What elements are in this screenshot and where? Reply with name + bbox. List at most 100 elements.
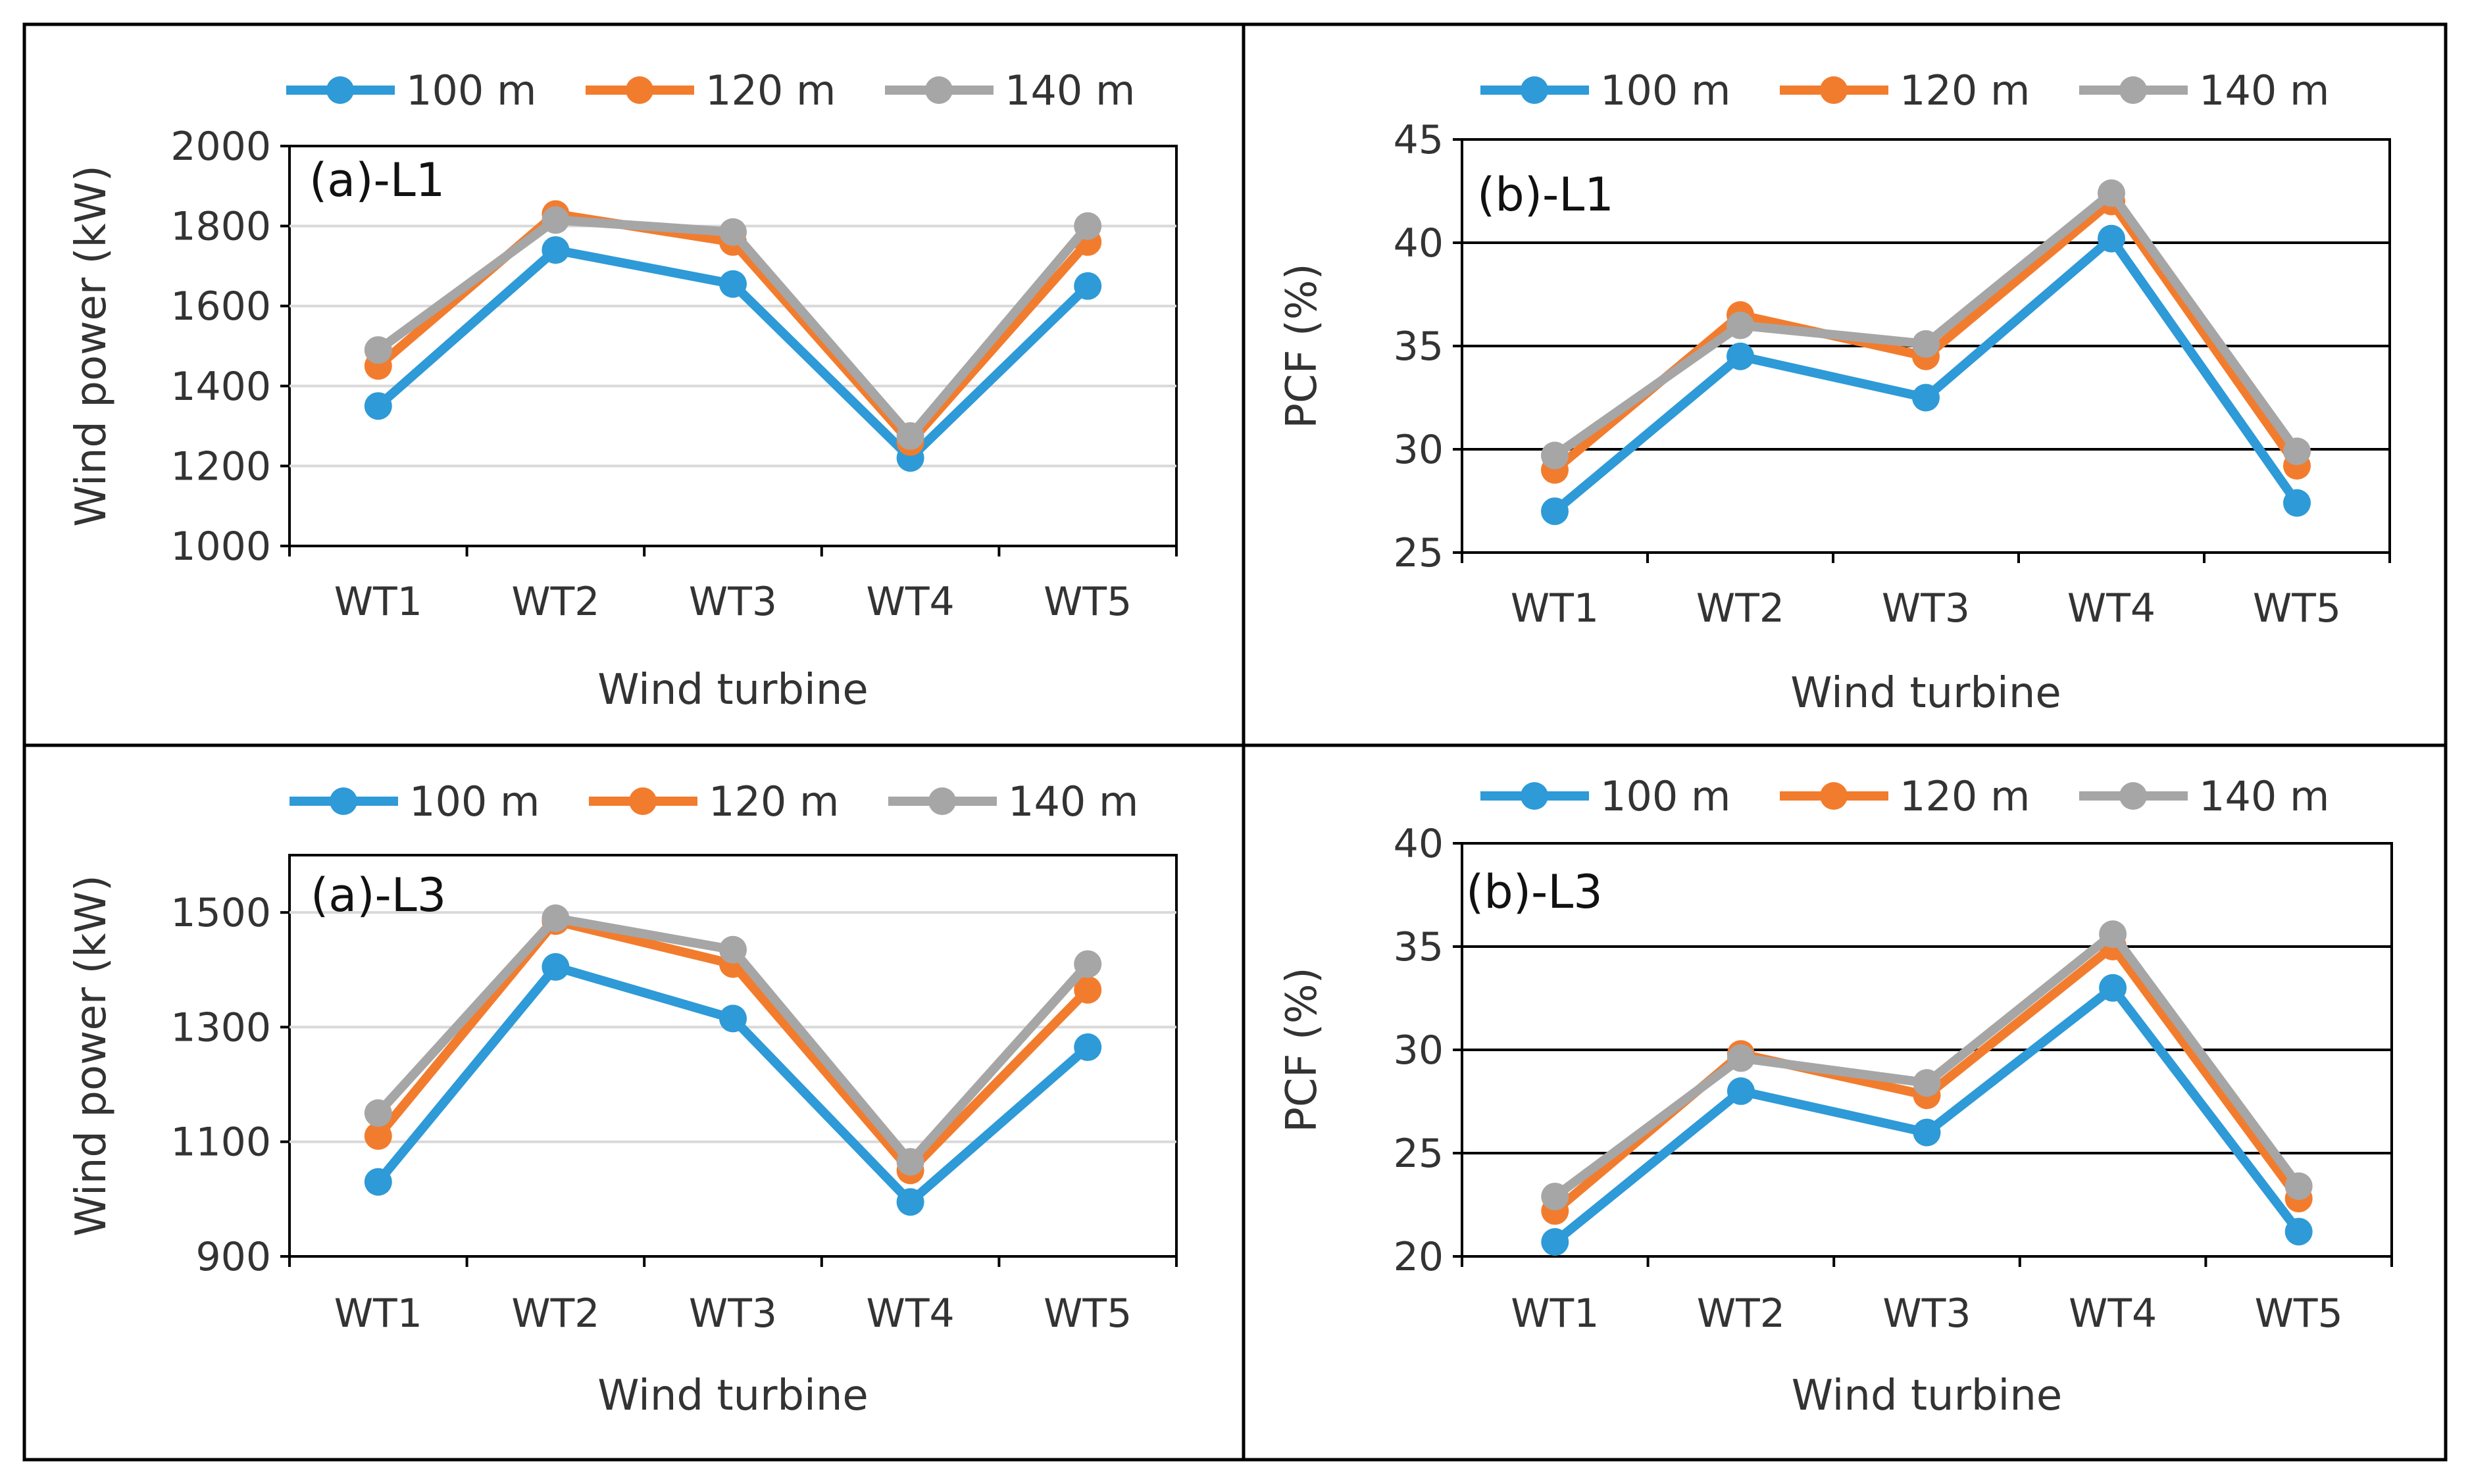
legend-label: 140 m [2199,772,2329,820]
tick-labels: 1000 1200 1400 1600 1800 2000 WT1 WT2 WT3 WT4 WT5 [170,124,1132,625]
data-point-140m-wt5 [1074,212,1102,240]
legend-marker [925,76,953,104]
y-tick-label: 1400 [170,364,271,410]
y-tick-label: 1200 [170,443,271,489]
x-tick-label: WT1 [1511,585,1599,631]
x-tick-label: WT4 [2069,1291,2157,1337]
x-tick-label: WT5 [2255,1291,2343,1337]
series-group [1541,179,2311,526]
data-point-100m-wt3 [1913,1118,1941,1147]
y-tick-label: 25 [1394,530,1444,576]
y-axis-title: Wind power (kW) [67,165,116,527]
data-point-140m-wt4 [896,1148,924,1176]
data-point-140m-wt1 [1541,441,1569,470]
data-point-100m-wt4 [896,1188,924,1216]
figure-border [22,22,2448,1462]
panel-label: (b)-L1 [1477,168,1614,222]
data-point-100m-wt3 [719,1004,747,1033]
legend-marker [330,787,357,815]
data-point-120m-wt1 [364,1122,392,1150]
x-tick-label: WT2 [1696,585,1784,631]
y-tick-label: 20 [1394,1234,1444,1280]
x-tick-label: WT5 [1044,1291,1132,1337]
panel-a-l3: 100 m 120 m 140 m 900 1100 1300 1500 WT1 WT2 WT3… [67,778,1178,1420]
legend-marker [626,76,653,104]
y-tick-label: 1100 [170,1120,271,1166]
data-point-100m-wt5 [1074,272,1102,300]
y-tick-label: 40 [1394,821,1444,867]
tick-labels: 25 30 35 40 45 WT1 WT2 WT3 WT4 WT5 [1394,117,2341,631]
data-point-140m-wt2 [542,206,570,234]
x-tick-label: WT4 [2067,585,2155,631]
legend-marker [928,787,956,815]
series-group [364,904,1102,1216]
legend-label: 100 m [409,778,540,826]
y-axis-title: Wind power (kW) [67,875,116,1237]
legend: 100 m 120 m 140 m [290,778,1138,826]
data-point-140m-wt4 [2098,179,2125,207]
data-point-100m-wt2 [1726,1077,1755,1105]
legend-marker [2119,76,2147,104]
panel-a-l1: 100 m 120 m 140 m 1000 1200 1400 1600 1800 2000… [67,66,1178,714]
legend-label: 120 m [1900,772,2030,820]
x-tick-label: WT5 [1044,579,1132,625]
x-axis-title: Wind turbine [1790,669,2061,718]
data-point-100m-wt3 [719,270,747,298]
legend-marker [2119,782,2147,810]
y-tick-label: 1000 [170,524,271,570]
x-axis-title: Wind turbine [597,666,869,714]
legend-label: 100 m [1600,66,1730,114]
x-tick-label: WT3 [689,579,777,625]
y-tick-label: 35 [1394,924,1444,970]
data-point-140m-wt3 [719,218,747,246]
y-tick-label: 30 [1394,1027,1444,1074]
data-point-140m-wt1 [364,1099,392,1127]
y-tick-label: 40 [1394,220,1444,266]
panel-label: (b)-L3 [1466,865,1603,919]
legend-label: 140 m [1005,66,1135,114]
plot-area-frame [288,145,1178,547]
data-point-140m-wt4 [896,422,924,450]
data-point-120m-wt5 [1074,976,1102,1004]
data-point-140m-wt2 [1726,311,1754,339]
legend-label: 100 m [406,66,536,114]
y-axis-title: PCF (%) [1278,263,1326,428]
x-tick-label: WT3 [1882,1291,1971,1337]
data-point-140m-wt5 [2283,437,2311,466]
data-point-140m-wt5 [2284,1172,2313,1200]
x-axis-title: Wind turbine [597,1372,869,1420]
data-point-100m-wt5 [1074,1033,1102,1061]
legend-label: 120 m [705,66,836,114]
panel-label: (a)-L3 [311,868,446,922]
data-point-140m-wt1 [1541,1182,1569,1210]
x-tick-label: WT1 [1511,1291,1599,1337]
tick-labels: 900 1100 1300 1500 WT1 WT2 WT3 WT4 WT5 [170,890,1132,1337]
x-tick-label: WT4 [867,1291,955,1337]
y-tick-label: 1500 [170,890,271,936]
x-tick-label: WT4 [867,579,955,625]
y-tick-label: 30 [1394,427,1444,473]
y-tick-label: 1300 [170,1004,271,1051]
data-point-100m-wt1 [364,392,392,420]
y-tick-label: 2000 [170,124,271,170]
data-point-100m-wt2 [542,236,570,264]
plot-area-frame [288,854,1178,1258]
y-tick-label: 45 [1394,117,1444,163]
panel-label: (a)-L1 [309,153,445,207]
y-tick-label: 1800 [170,204,271,250]
legend-marker [1820,782,1848,810]
data-point-100m-wt1 [364,1168,392,1196]
legend-marker [1521,76,1548,104]
data-point-100m-wt4 [2099,974,2127,1002]
legend-marker [629,787,657,815]
x-axis-title: Wind turbine [1792,1372,2063,1420]
legend-label: 120 m [1900,66,2030,114]
data-point-140m-wt2 [1726,1044,1755,1072]
data-point-100m-wt1 [1541,497,1569,526]
data-point-100m-wt5 [2284,1218,2313,1246]
x-tick-label: WT5 [2253,585,2341,631]
tick-labels: 20 25 30 35 40 WT1 WT2 WT3 WT4 WT5 [1394,821,2343,1337]
data-point-140m-wt3 [1912,330,1940,358]
data-point-140m-wt3 [719,935,747,964]
